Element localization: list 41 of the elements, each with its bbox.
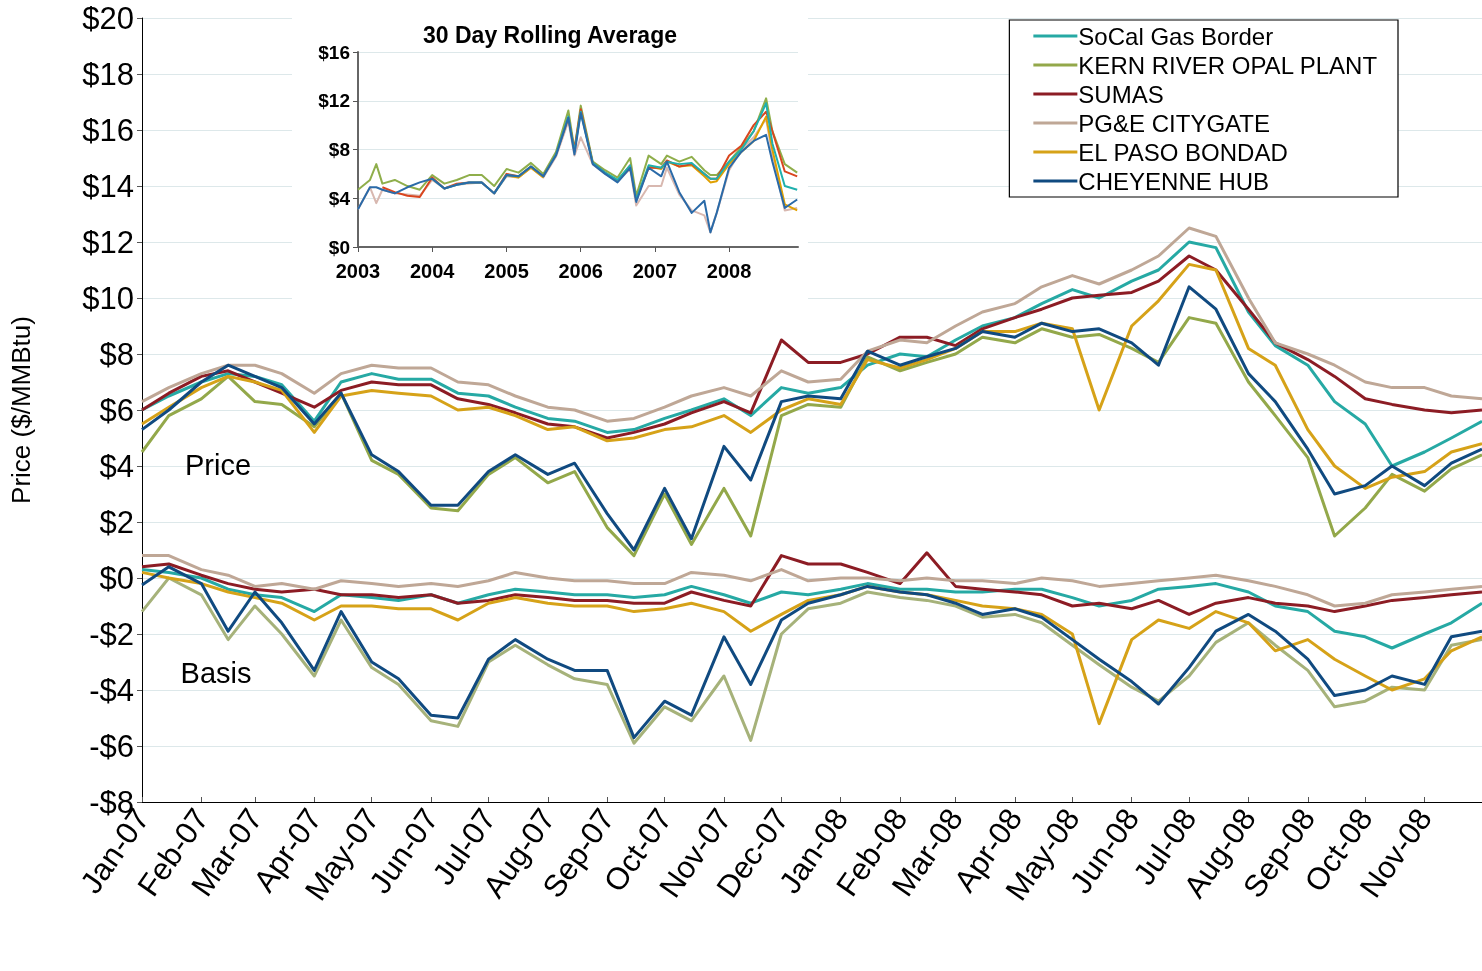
y-tick-label: $0: [328, 236, 350, 258]
annotation: Basis: [180, 657, 252, 689]
y-axis-title: Price ($/MMBtu): [6, 316, 36, 504]
y-tick-label: $8: [99, 336, 134, 372]
y-tick-label: $4: [328, 187, 351, 209]
y-tick-label: $0: [99, 560, 134, 596]
y-tick-label: $16: [82, 112, 134, 148]
legend-label: SUMAS: [1078, 80, 1164, 108]
x-tick-label: 2005: [484, 260, 529, 282]
legend-label: CHEYENNE HUB: [1078, 167, 1270, 195]
y-tick-label: $16: [318, 41, 350, 63]
y-tick-label: $20: [82, 0, 134, 36]
annotation: Price: [184, 449, 252, 481]
y-tick-label: $8: [328, 139, 350, 160]
y-tick-label: $12: [318, 90, 350, 112]
line-series: [140, 226, 1482, 423]
y-tick-label: $10: [82, 280, 134, 316]
line-series: [140, 254, 1482, 440]
x-tick-label: 2003: [335, 260, 381, 282]
y-tick-label: $6: [99, 392, 134, 428]
y-tick-label: -$6: [89, 728, 134, 764]
chart-title: 30 Day Rolling Average: [423, 21, 677, 48]
x-tick-label: 2008: [706, 260, 752, 282]
y-tick-label: $12: [82, 224, 134, 260]
y-tick-label: $14: [82, 168, 134, 204]
y-tick-label: $18: [82, 56, 134, 92]
y-tick-label: $2: [99, 504, 134, 540]
y-tick-label: $4: [99, 448, 134, 484]
legend-label: SoCal Gas Border: [1078, 22, 1274, 50]
line-series: [140, 262, 1482, 490]
line-series: [140, 554, 1482, 608]
x-tick-label: 2007: [632, 260, 678, 282]
line-series: [140, 551, 1482, 616]
x-tick-label: 2006: [558, 260, 603, 282]
y-tick-label: -$2: [89, 616, 134, 652]
legend-label: PG&E CITYGATE: [1078, 109, 1270, 137]
x-tick-label: 2004: [409, 260, 456, 282]
y-tick-label: -$4: [89, 672, 134, 708]
legend-label: KERN RIVER OPAL PLANT: [1078, 51, 1378, 79]
line-series: [357, 97, 799, 197]
legend-label: EL PASO BONDAD: [1078, 138, 1288, 166]
